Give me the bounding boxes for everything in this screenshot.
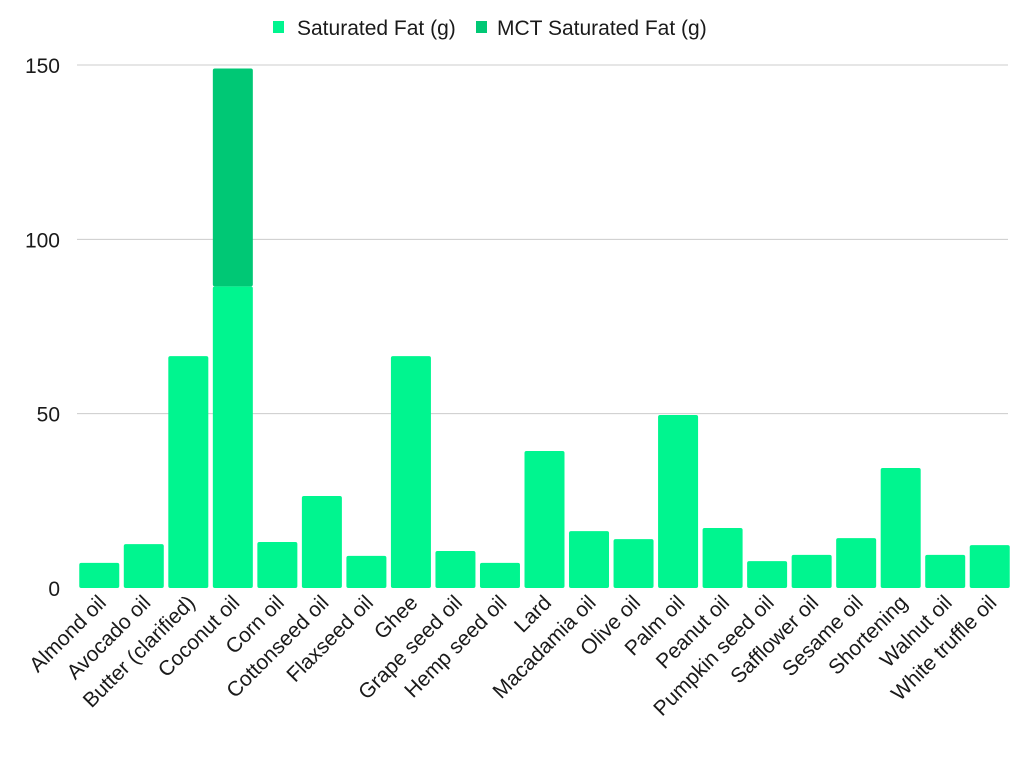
legend-swatch-mct-saturated-fat [476,21,487,33]
bar-saturated-fat [569,531,610,588]
bar-saturated-fat [168,356,209,588]
bar-mct-saturated-fat [212,68,253,287]
bar-saturated-fat [346,555,387,588]
legend: Saturated Fat (g) MCT Saturated Fat (g) [273,17,707,40]
y-tick-label: 0 [48,578,60,601]
bar-saturated-fat [791,554,832,588]
bar-saturated-fat [257,541,298,588]
bar-saturated-fat [79,562,120,588]
legend-label-saturated-fat: Saturated Fat (g) [297,17,456,40]
bar-saturated-fat [969,545,1010,588]
bar-saturated-fat [747,561,788,588]
bar-saturated-fat [435,551,476,588]
bar-saturated-fat [836,538,877,588]
y-tick-label: 100 [25,229,60,252]
bar-saturated-fat [123,544,164,588]
bar-saturated-fat [658,415,699,588]
legend-label-mct-saturated-fat: MCT Saturated Fat (g) [497,17,707,40]
y-tick-label: 50 [37,404,60,427]
bar-saturated-fat [925,554,966,588]
bar-saturated-fat [301,495,342,588]
legend-swatch-saturated-fat [273,21,284,33]
bar-saturated-fat [479,562,520,588]
bar-saturated-fat [390,356,431,588]
y-tick-label: 150 [25,55,60,78]
bar-saturated-fat [880,468,921,588]
bar-saturated-fat [524,450,565,588]
bar-saturated-fat [613,539,654,588]
bar-saturated-fat [212,286,253,588]
bar-saturated-fat [702,528,743,588]
